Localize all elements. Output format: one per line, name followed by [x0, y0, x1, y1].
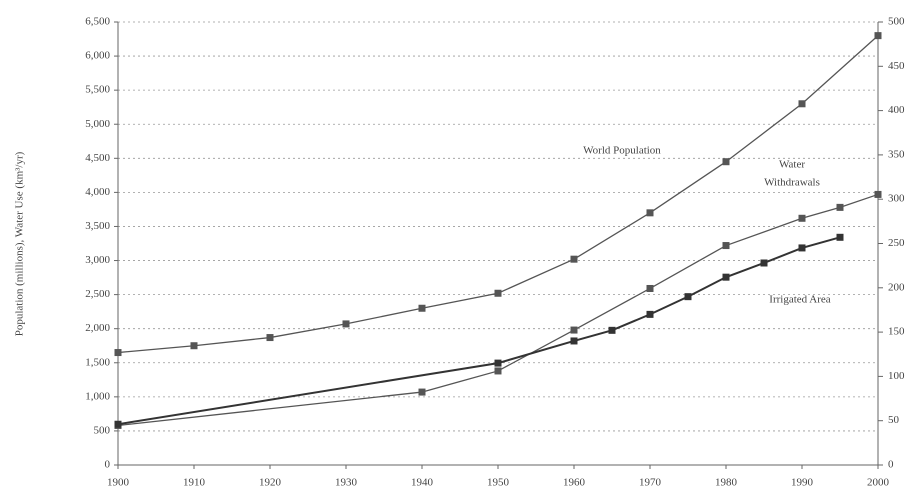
marker [114, 349, 122, 357]
marker [418, 388, 426, 396]
y2-tick-label: 450 [888, 60, 905, 72]
marker [798, 244, 806, 252]
y-tick-label: 0 [105, 459, 111, 471]
y2-tick-label: 150 [888, 326, 905, 338]
x-tick-label: 1940 [411, 477, 434, 489]
y-tick-label: 2,500 [85, 288, 110, 300]
marker [266, 334, 274, 342]
y2-tick-label: 400 [888, 104, 905, 116]
y-tick-label: 1,000 [85, 390, 110, 402]
y-tick-label: 3,000 [85, 254, 110, 266]
y-tick-label: 6,000 [85, 50, 110, 62]
x-tick-label: 1960 [563, 477, 586, 489]
series-line [117, 193, 879, 427]
marker [874, 190, 882, 198]
y2-tick-label: 300 [888, 193, 905, 205]
marker [874, 32, 882, 40]
y2-tick-label: 200 [888, 281, 905, 293]
marker [342, 320, 350, 328]
y2-tick-label: 100 [888, 370, 905, 382]
y-tick-label: 500 [94, 424, 111, 436]
annotation: Irrigated Area [769, 294, 830, 306]
y2-tick-label: 250 [888, 237, 905, 249]
y-tick-label: 4,500 [85, 152, 110, 164]
x-tick-label: 2000 [867, 477, 890, 489]
y-tick-label: 2,000 [85, 322, 110, 334]
marker [798, 214, 806, 222]
y-axis-label: Population (millions), Water Use (km³/yr… [14, 151, 26, 336]
x-tick-label: 1950 [487, 477, 510, 489]
y2-tick-label: 0 [888, 459, 894, 471]
marker [570, 337, 578, 345]
marker [494, 367, 502, 375]
marker [646, 284, 654, 292]
y-tick-label: 5,000 [85, 118, 110, 130]
y2-tick-label: 350 [888, 148, 905, 160]
x-tick-label: 1900 [107, 477, 130, 489]
annotation: World Population [583, 145, 661, 157]
x-tick-label: 1920 [259, 477, 282, 489]
y-tick-label: 5,500 [85, 84, 110, 96]
x-tick-label: 1990 [791, 477, 814, 489]
x-tick-label: 1910 [183, 477, 206, 489]
annotation: Water [779, 159, 805, 171]
marker [570, 255, 578, 263]
y-tick-label: 3,500 [85, 220, 110, 232]
x-tick-label: 1980 [715, 477, 738, 489]
x-tick-label: 1970 [639, 477, 662, 489]
x-tick-label: 1930 [335, 477, 358, 489]
marker [836, 203, 844, 211]
y-tick-label: 4,000 [85, 186, 110, 198]
marker [722, 158, 730, 166]
marker [722, 273, 730, 281]
annotation: Withdrawals [764, 177, 820, 189]
marker [570, 326, 578, 334]
marker [418, 304, 426, 312]
y-tick-label: 1,500 [85, 356, 110, 368]
marker [190, 342, 198, 350]
y2-tick-label: 50 [888, 414, 900, 426]
marker [494, 289, 502, 297]
marker [684, 293, 692, 301]
marker [798, 100, 806, 108]
marker [114, 420, 122, 428]
series-line [117, 236, 841, 426]
marker [836, 233, 844, 241]
marker [722, 242, 730, 250]
marker [608, 326, 616, 334]
marker [760, 259, 768, 267]
y2-tick-label: 500 [888, 16, 905, 28]
marker [646, 209, 654, 217]
y-tick-label: 6,500 [85, 16, 110, 28]
marker [646, 310, 654, 318]
marker [494, 359, 502, 367]
series-line [117, 35, 879, 354]
